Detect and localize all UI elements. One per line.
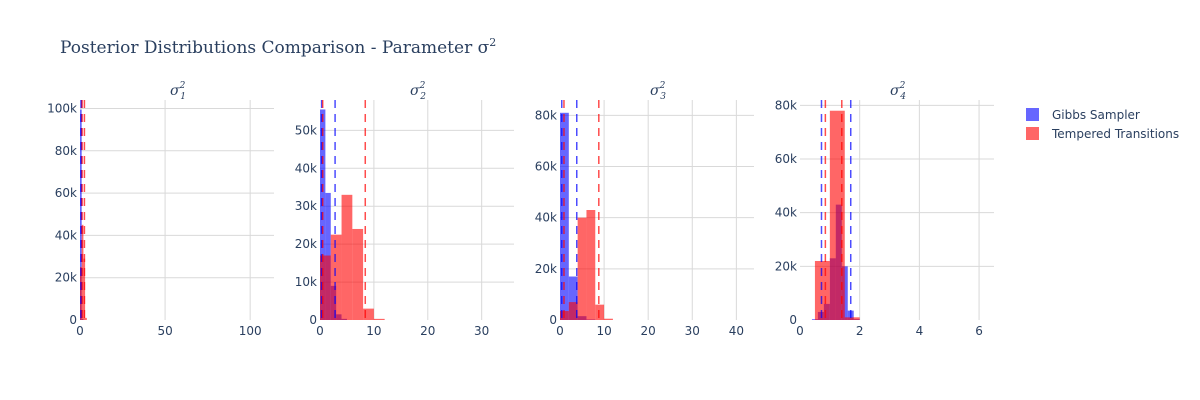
x-tick-label: 20 — [420, 324, 435, 338]
legend-item-gibbs[interactable]: Gibbs Sampler — [1026, 108, 1140, 122]
y-tick-label: 80k — [775, 98, 797, 112]
x-tick-label: 0 — [76, 324, 84, 338]
histogram-bar — [814, 260, 830, 320]
y-tick-label: 20k — [295, 237, 317, 251]
legend-item-tempered[interactable]: Tempered Transitions — [1026, 127, 1179, 141]
y-tick-label: 60k — [55, 186, 77, 200]
subplot-title-sub: 4 — [899, 92, 906, 102]
subplot-title-symbol: σ — [170, 83, 180, 99]
y-tick-label: 0 — [309, 313, 317, 327]
x-tick-label: 10 — [596, 324, 611, 338]
chart-title-main: Posterior Distributions Comparison - Par… — [60, 38, 490, 58]
subplot-title-sub: 3 — [660, 92, 666, 102]
subplot-title-sub: 1 — [180, 92, 186, 102]
subplot-title-symbol: σ — [410, 83, 420, 99]
histogram-bar — [844, 317, 860, 320]
x-tick-label: 30 — [685, 324, 700, 338]
x-tick-label: 0 — [796, 324, 804, 338]
histogram-bar — [80, 267, 82, 320]
histogram-bar — [568, 276, 578, 320]
subplot-title-sup: 2 — [899, 81, 906, 91]
y-tick-label: 20k — [775, 259, 797, 273]
x-tick-label: 50 — [157, 324, 172, 338]
histogram-bar — [352, 228, 364, 320]
x-tick-label: 6 — [975, 324, 983, 338]
histogram-bar — [586, 210, 596, 320]
histogram-bar — [577, 217, 587, 320]
subplot-title-symbol: σ — [650, 83, 660, 99]
x-tick-label: 4 — [916, 324, 924, 338]
y-tick-label: 30k — [295, 199, 317, 213]
y-tick-label: 60k — [535, 160, 557, 174]
legend-swatch-tempered — [1026, 127, 1039, 140]
x-tick-label: 10 — [366, 324, 381, 338]
x-tick-label: 30 — [474, 324, 489, 338]
histogram-bar — [373, 318, 385, 320]
subplot-title-sup: 2 — [659, 81, 666, 91]
y-tick-label: 20k — [55, 271, 77, 285]
legend-label-tempered: Tempered Transitions — [1051, 127, 1179, 141]
histogram-bar — [595, 304, 605, 320]
subplot-title: σ2 1 — [170, 81, 186, 102]
histogram-bar — [85, 317, 87, 320]
y-tick-label: 0 — [789, 313, 797, 327]
histogram-bar — [568, 302, 578, 320]
subplot-title: σ2 4 — [890, 81, 906, 102]
y-tick-label: 0 — [69, 313, 77, 327]
subplot-title-sup: 2 — [179, 81, 186, 91]
y-tick-label: 80k — [55, 144, 77, 158]
subplot-1: 0 50 100 0 20k 40k 60k 80k 100k σ2 1 — [47, 81, 274, 338]
x-tick-label: 100 — [239, 324, 262, 338]
subplot-title: σ2 3 — [650, 81, 666, 102]
y-tick-label: 10k — [295, 275, 317, 289]
subplot-title-symbol: σ — [890, 83, 900, 99]
y-tick-label: 40k — [55, 228, 77, 242]
histogram-bar — [341, 194, 353, 320]
chart-title: Posterior Distributions Comparison - Par… — [60, 36, 496, 58]
subplot-title: σ2 2 — [410, 81, 426, 102]
series-tempered — [320, 194, 385, 320]
subplot-title-sub: 2 — [419, 92, 426, 102]
chart-title-sup: 2 — [489, 36, 496, 49]
histogram-bar — [320, 255, 331, 320]
legend-label-gibbs: Gibbs Sampler — [1052, 108, 1140, 122]
x-tick-label: 40 — [729, 324, 744, 338]
histogram-bar — [330, 234, 342, 320]
y-tick-label: 50k — [295, 123, 317, 137]
legend-swatch-gibbs — [1026, 108, 1039, 121]
subplot-title-sup: 2 — [419, 81, 426, 91]
y-tick-label: 100k — [47, 101, 77, 115]
y-tick-label: 40k — [775, 206, 797, 220]
histogram-bar — [604, 318, 613, 320]
subplot-3: 0 10 20 30 40 0 20k 40k 60k 80k σ2 3 — [535, 81, 754, 338]
legend: Gibbs Sampler Tempered Transitions — [1026, 108, 1179, 141]
x-tick-label: 20 — [641, 324, 656, 338]
y-tick-label: 40k — [295, 161, 317, 175]
y-tick-label: 0 — [549, 313, 557, 327]
y-tick-label: 20k — [535, 262, 557, 276]
y-tick-label: 40k — [535, 211, 557, 225]
x-tick-label: 0 — [316, 324, 324, 338]
histogram-bar — [363, 308, 374, 320]
subplot-2: 0 10 20 30 0 10k 20k 30k 40k 50k σ2 2 — [295, 81, 514, 338]
x-tick-label: 0 — [556, 324, 564, 338]
y-tick-label: 80k — [535, 108, 557, 122]
x-tick-label: 2 — [856, 324, 864, 338]
y-tick-label: 60k — [775, 152, 797, 166]
